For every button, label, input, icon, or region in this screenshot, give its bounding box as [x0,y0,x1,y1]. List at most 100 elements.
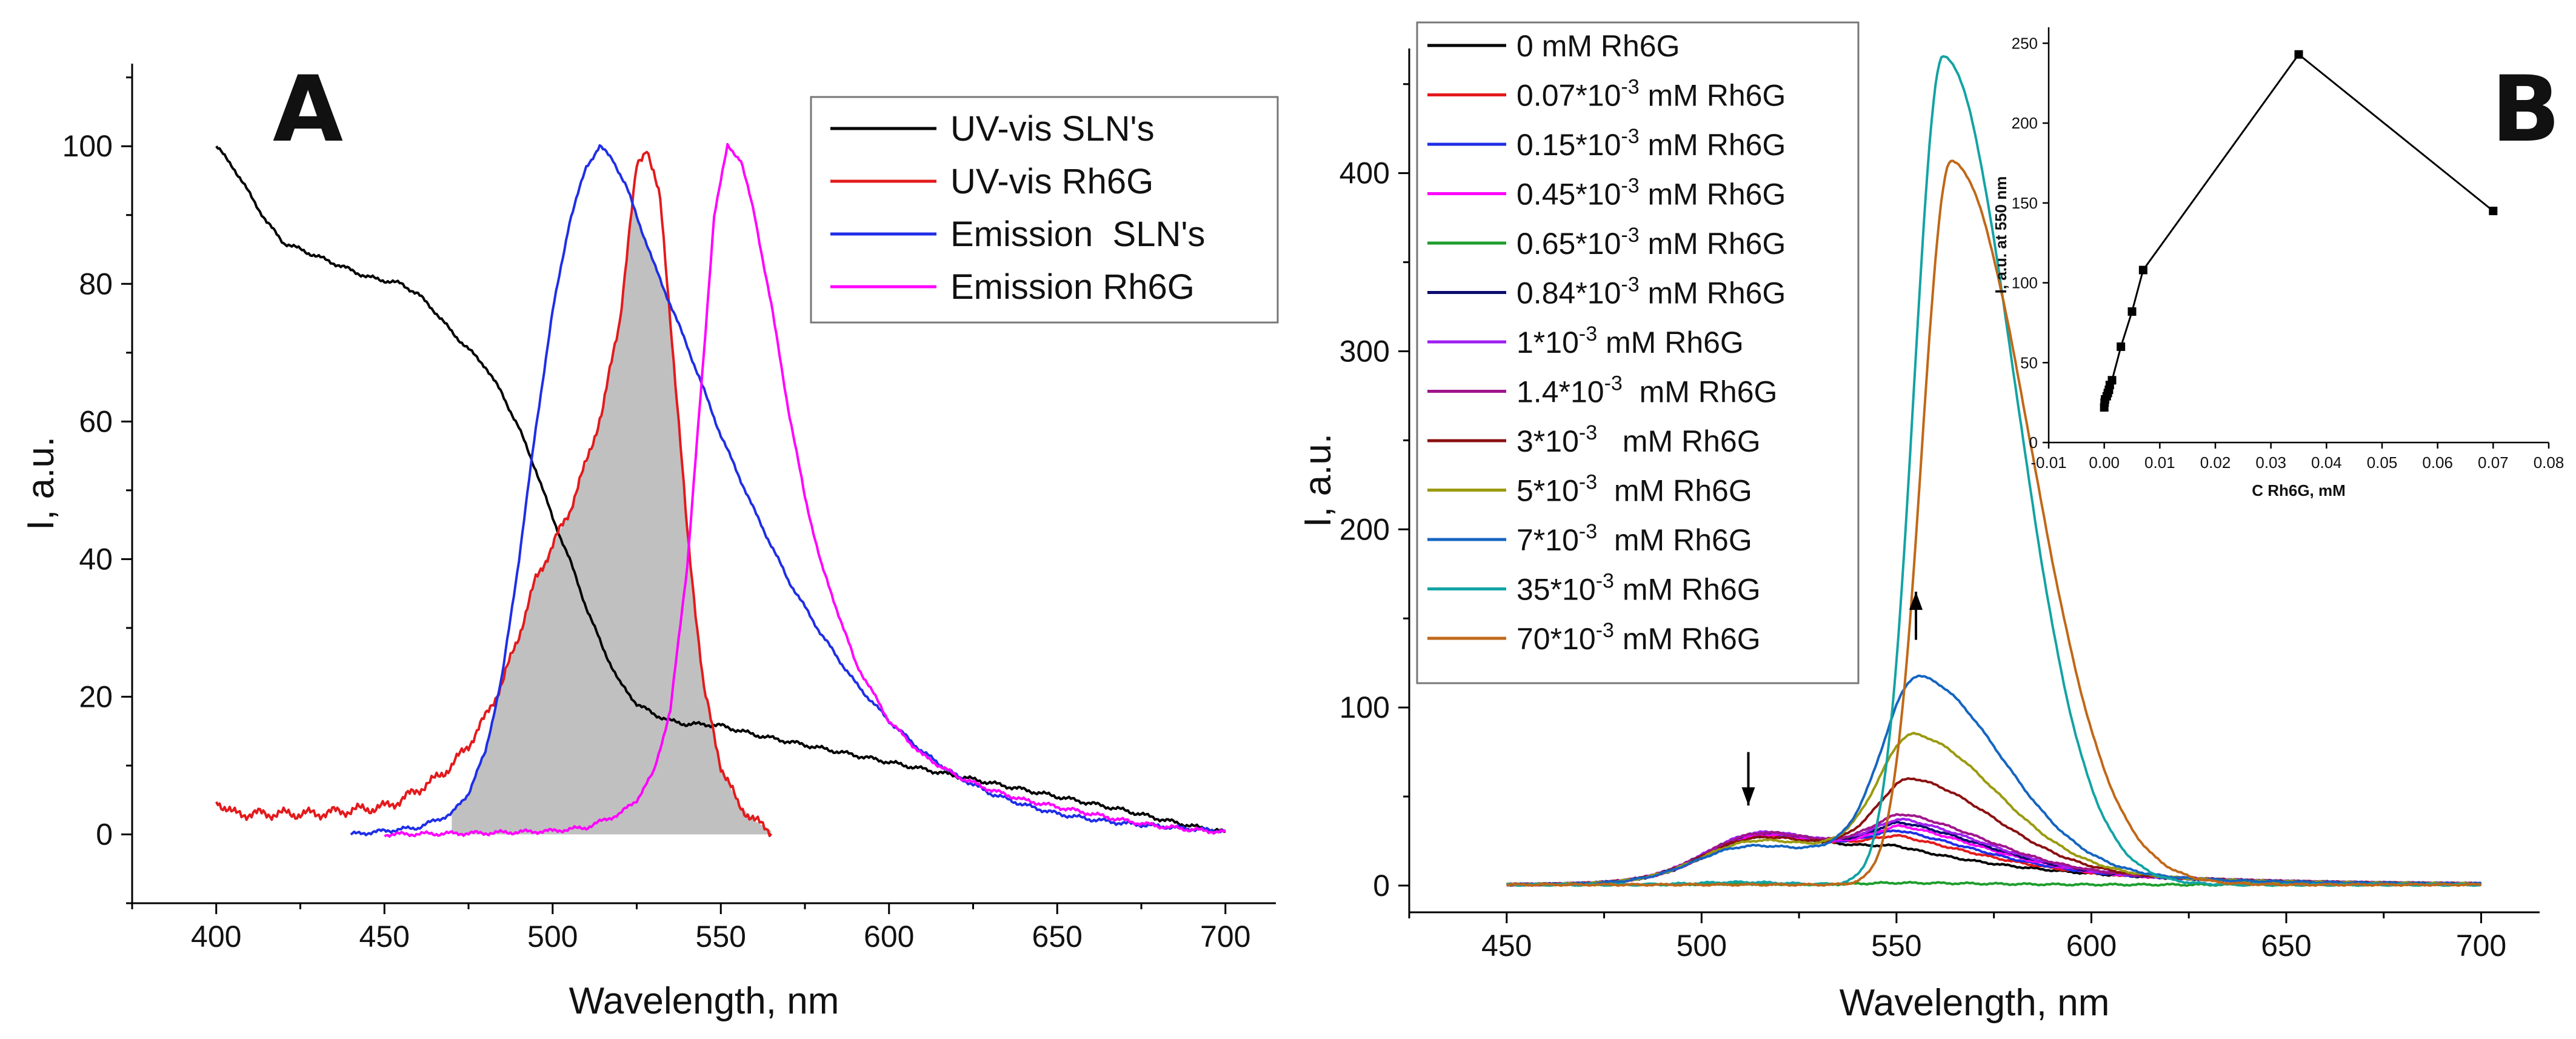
legend-label-text: 0 mM Rh6G [1517,29,1680,63]
inset-y-axis-title: I, a.u. at 550 nm [1992,176,2010,294]
legend-label-text: 70*10 [1517,622,1596,656]
x-tick-label: 550 [696,920,746,954]
inset-y-tick-label: 250 [2012,34,2038,52]
legend-label: 0.07*10-3 mM Rh6G [1517,76,1786,113]
x-axis-title: Wavelength, nm [569,980,839,1022]
y-tick-label: 400 [1340,156,1390,190]
series-line-13 [1506,159,2482,887]
inset-data-point [2294,50,2303,59]
x-tick-label: 450 [359,920,410,954]
inset-x-tick-label: 0.08 [2534,453,2564,472]
legend-label: Emission SLN's [950,215,1205,254]
y-tick-label: 200 [1340,512,1390,546]
legend-label-text: 5*10 [1517,474,1579,508]
y-tick-label: 100 [1340,690,1390,724]
x-tick-label: 600 [864,920,914,954]
series-line-4 [384,142,1227,838]
legend-label: Emission Rh6G [950,267,1195,307]
legend-label-text: 0.65*10 [1517,227,1621,261]
legend-label: 7*10-3 mM Rh6G [1517,520,1752,557]
inset-x-axis-title: C Rh6G, mM [2252,481,2346,499]
x-tick-label: 700 [2456,929,2506,963]
legend-box [810,96,1279,324]
inset-x-tick-label: -0.01 [2030,453,2066,472]
legend-label: 0.15*10-3 mM Rh6G [1517,125,1786,162]
inset-y-tick-label: 200 [2012,114,2038,132]
legend-label-exponent: -3 [1596,619,1614,642]
panel-b-chart: 450 500 550 600 650 7000100200300400Wavelengt… [1297,21,2560,1024]
inset-x-tick-label: 0.01 [2144,453,2175,472]
inset-y-tick-label: 150 [2012,194,2038,212]
series-line-1 [215,145,1226,834]
legend-label: 70*10-3 mM Rh6G [1517,619,1761,656]
y-tick-label: 80 [79,267,113,301]
legend-label: UV-vis SLN's [950,109,1155,149]
inset-series-line [2103,53,2494,408]
inset-y-tick-label: 0 [2029,433,2038,452]
inset-x-tick-label: 0.02 [2200,453,2231,472]
legend-label-unit: mM Rh6G [1614,573,1761,607]
series-line-11 [1506,674,2482,887]
legend-label-exponent: -3 [1579,322,1597,346]
x-tick-label: 550 [1871,929,1921,963]
legend-label-text: 1.4*10 [1517,375,1604,409]
inset-y-tick-label: 100 [2012,274,2038,292]
x-tick-label: 650 [1032,920,1083,954]
x-tick-label: 500 [527,920,578,954]
legend-label-text: 7*10 [1517,523,1579,557]
inset-data-point [2107,376,2117,385]
x-tick-label: 400 [191,920,241,954]
series-line-10 [1506,732,2481,887]
legend-label-text: 35*10 [1517,573,1596,607]
legend-label-text: 0.07*10 [1517,79,1621,113]
legend-label: 0.84*10-3 mM Rh6G [1517,273,1786,310]
inset-x-tick-label: 0.05 [2367,453,2398,472]
legend-label-text: 0.15*10 [1517,128,1621,162]
inset-x-tick-label: 0.06 [2422,453,2453,472]
y-tick-label: 100 [62,129,113,163]
x-axis-title: Wavelength, nm [1840,982,2110,1024]
x-tick-label: 700 [1200,920,1250,954]
legend-label-exponent: -3 [1579,471,1597,494]
legend-label-unit: mM Rh6G [1640,178,1786,212]
legend-label-unit: mM Rh6G [1640,128,1786,162]
legend-label-unit: mM Rh6G [1614,622,1761,656]
y-tick-label: 0 [96,817,113,851]
legend-label-unit: mM Rh6G [1640,276,1786,310]
inset-x-tick-label: 0.03 [2255,453,2286,472]
y-tick-label: 0 [1373,869,1390,903]
legend-label-text: 1*10 [1517,326,1579,359]
legend-box [1416,21,1860,684]
inset-x-tick-label: 0.04 [2311,453,2342,472]
overlap-shaded-area [452,206,772,835]
inset-data-point [2127,307,2137,316]
legend-label-exponent: -3 [1621,76,1639,99]
legend-label: 35*10-3 mM Rh6G [1517,570,1761,607]
legend-label-text: 0.84*10 [1517,276,1621,310]
legend-label-unit: mM Rh6G [1597,523,1752,557]
legend-label-exponent: -3 [1621,175,1639,198]
legend-label: UV-vis Rh6G [950,162,1153,201]
legend-label-exponent: -3 [1621,224,1639,247]
legend-label-exponent: -3 [1621,125,1639,148]
legend-label-exponent: -3 [1579,421,1597,444]
panel-letter-a: A [273,57,343,162]
legend-label: 0.45*10-3 mM Rh6G [1517,175,1786,212]
y-tick-label: 40 [79,542,113,576]
legend-label-unit: mM Rh6G [1597,424,1760,458]
panel-letter-b: B [2491,57,2560,162]
y-tick-label: 20 [79,680,113,713]
legend-label: 5*10-3 mM Rh6G [1517,471,1752,508]
legend-label-text: 3*10 [1517,424,1579,458]
legend: UV-vis SLN's UV-vis Rh6G Emission SLN's Emi… [810,96,1279,324]
legend-label: 3*10-3 mM Rh6G [1517,421,1761,458]
inset-data-point [2117,342,2126,351]
panel-a-chart: 400 450 500 550 600 650 700 0 20 40 60 80 100 Wavelen… [20,57,1279,1022]
legend-label-exponent: -3 [1621,273,1639,296]
x-tick-label: 650 [2261,929,2311,963]
legend-label-unit: mM Rh6G [1597,326,1744,359]
legend-label: 0 mM Rh6G [1517,29,1680,63]
legend-label-unit: mM Rh6G [1623,375,1778,409]
